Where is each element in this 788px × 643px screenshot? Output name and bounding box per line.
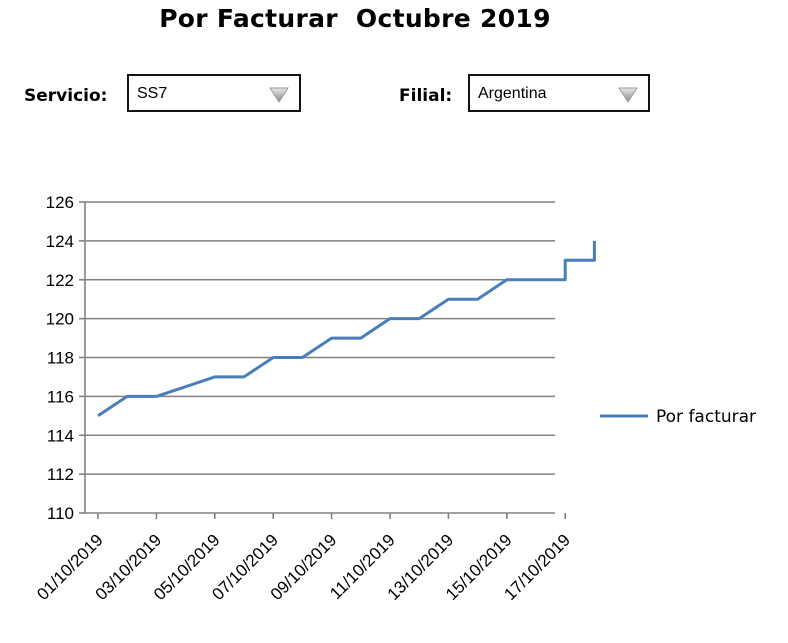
axes bbox=[79, 201, 567, 519]
page-title: Por Facturar Octubre 2019 bbox=[159, 4, 551, 33]
grid-lines bbox=[85, 201, 555, 514]
servicio-select-value: SS7 bbox=[137, 85, 168, 102]
filial-label: Filial: bbox=[399, 86, 453, 106]
y-tick-label: 118 bbox=[47, 349, 74, 368]
y-tick-label: 126 bbox=[46, 193, 74, 212]
y-tick-label: 110 bbox=[47, 504, 74, 523]
y-tick-label: 112 bbox=[47, 465, 74, 484]
x-tick-labels: 01/10/201903/10/201905/10/201907/10/2019… bbox=[33, 530, 574, 604]
legend: Por facturar bbox=[600, 407, 756, 427]
filial-select[interactable]: Argentina bbox=[468, 74, 650, 112]
series-layer bbox=[97, 240, 596, 418]
y-tick-labels: 110 112 114 116 118 120 122 124 126 bbox=[46, 193, 74, 523]
y-tick-label: 114 bbox=[47, 426, 74, 445]
series-line bbox=[97, 240, 596, 418]
filial-select-value: Argentina bbox=[478, 85, 547, 102]
chevron-down-icon[interactable] bbox=[618, 87, 638, 103]
y-tick-label: 122 bbox=[46, 271, 74, 290]
y-tick-label: 116 bbox=[47, 387, 74, 406]
y-tick-label: 124 bbox=[46, 232, 74, 251]
legend-label: Por facturar bbox=[656, 407, 756, 427]
servicio-label: Servicio: bbox=[24, 86, 108, 106]
y-tick-label: 120 bbox=[46, 310, 74, 329]
chevron-down-icon[interactable] bbox=[269, 87, 289, 103]
servicio-select[interactable]: SS7 bbox=[127, 74, 301, 112]
